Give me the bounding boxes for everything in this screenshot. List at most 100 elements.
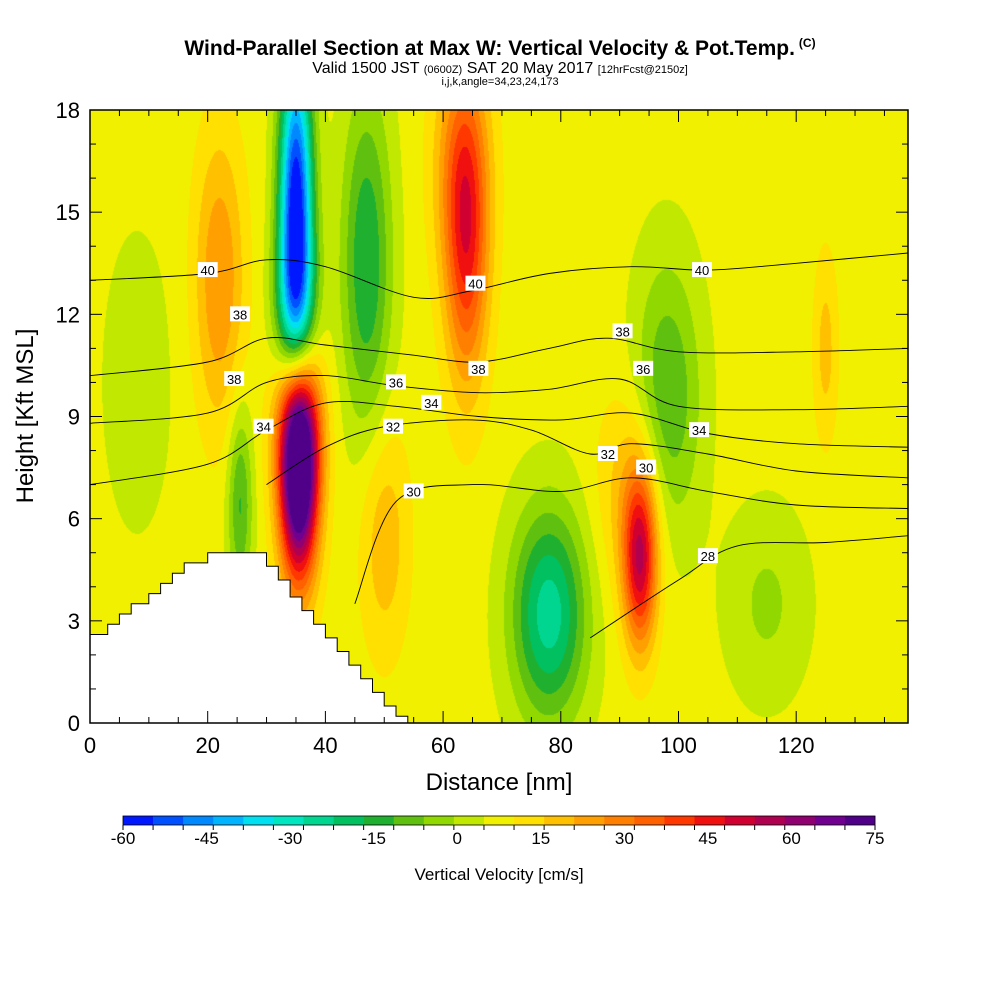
contour-label: 40 [197,262,218,278]
colorbar-tick-label: -15 [361,829,386,848]
colorbar-swatch [784,816,816,825]
colorbar-swatch [363,816,395,825]
title-text: Wind-Parallel Section at Max W: Vertical… [184,37,795,60]
contour-label-text: 38 [615,324,629,339]
theta-contour-30 [354,477,908,604]
colorbar-tick-label: 45 [698,829,717,848]
colorbar-tick-label: -45 [194,829,219,848]
contour-label: 38 [612,323,633,339]
theta-contour-28 [589,535,908,639]
contour-label: 28 [697,548,718,564]
x-tick-label: 40 [313,733,337,758]
contour-label-text: 38 [233,307,247,322]
colorbar: -60 -45 -30 -15 0 15 30 45 60 75 [111,815,885,848]
contour-label-text: 30 [639,461,653,476]
contour-label-text: 40 [695,263,709,278]
colorbar-swatch [183,816,214,825]
y-tick-label: 12 [56,302,80,327]
contour-label: 40 [692,262,713,278]
colorbar-swatch [694,816,725,825]
colorbar-swatch [604,816,635,825]
valid-time: Valid 1500 JST [312,60,420,77]
y-tick-label: 6 [68,507,80,532]
contour-label-text: 32 [601,447,615,462]
colorbar-swatch [634,816,665,825]
contour-label: 38 [224,371,245,387]
colorbar-swatch [303,816,334,825]
colorbar-tick-label: -60 [111,829,136,848]
contour-label: 40 [465,275,486,292]
y-tick-label: 18 [56,98,80,123]
colorbar-tick-label: 75 [866,829,885,848]
valid-date: SAT 20 May 2017 [466,60,594,77]
contour-label: 34 [253,418,274,435]
x-axis-title: Distance [nm] [426,769,573,796]
x-tick-label: 100 [660,733,697,758]
contour-label: 32 [383,418,404,435]
colorbar-swatch [574,816,605,825]
forecast-info: [12hrFcst@2150z] [597,64,688,76]
valid-utc: (0600Z) [423,64,463,76]
theta-contour-32 [266,419,908,485]
theta-contour-36 [90,375,908,424]
copyright-mark: (C) [798,36,816,50]
x-tick-label: 0 [84,733,96,758]
y-tick-label: 9 [68,405,80,430]
colorbar-tick-label: 0 [452,829,461,848]
theta-contour-34 [90,401,908,486]
chart-subtitle: Valid 1500 JST (0600Z) SAT 20 May 2017 [… [0,60,1000,78]
contour-label: 38 [468,360,489,377]
x-tick-label: 60 [431,733,455,758]
contour-label: 34 [689,422,710,438]
contour-label-text: 28 [701,549,715,564]
section-indices: i,j,k,angle=34,23,24,173 [441,76,559,88]
x-tick-label: 120 [778,733,815,758]
colorbar-swatch [483,816,515,825]
colorbar-swatch [273,816,304,825]
contour-label-text: 36 [389,375,403,390]
y-tick-label: 3 [68,609,80,634]
contour-label-text: 36 [636,362,650,377]
y-axis-title: Height [Kft MSL] [12,329,39,504]
contour-label: 30 [636,459,657,476]
colorbar-tick-label: -30 [278,829,303,848]
colorbar-swatch [754,816,786,825]
colorbar-title: Vertical Velocity [cm/s] [414,865,583,884]
contour-label: 36 [633,360,654,377]
colorbar-swatch [153,816,184,825]
colorbar-tick-label: 60 [782,829,801,848]
contour-label-text: 38 [471,362,485,377]
colorbar-swatch [514,816,545,825]
colorbar-swatch [664,816,695,825]
contour-label: 36 [386,374,407,390]
colorbar-swatch [213,816,244,825]
contour-label: 34 [421,394,442,411]
contour-label-text: 30 [406,484,420,499]
y-tick-label: 0 [68,711,80,736]
colorbar-tick-label: 15 [531,829,550,848]
x-tick-label: 80 [549,733,573,758]
contour-label: 30 [403,483,424,499]
contour-label-text: 40 [468,277,482,292]
contour-labels: 40 38 38 34 36 34 32 30 40 38 38 36 32 30 34 28 40 [197,262,718,564]
colorbar-swatch [814,816,846,825]
terrain-mask [89,552,409,724]
contour-label-text: 34 [692,423,706,438]
colorbar-swatch [844,816,876,825]
colorbar-tick-label: 30 [615,829,634,848]
x-axis: 0 20 40 60 80 100 120 [84,110,885,758]
colorbar-swatch [544,816,575,825]
colorbar-swatch [393,816,425,825]
contour-label: 38 [230,306,251,322]
contour-label-text: 40 [200,263,214,278]
contour-label: 32 [597,445,618,462]
colorbar-swatch [453,816,485,825]
contour-label-text: 38 [227,372,241,387]
contour-label-text: 32 [386,420,400,435]
colorbar-swatch [123,816,154,825]
x-tick-label: 20 [195,733,219,758]
colorbar-swatch [243,816,274,825]
colorbar-swatch [423,816,455,825]
